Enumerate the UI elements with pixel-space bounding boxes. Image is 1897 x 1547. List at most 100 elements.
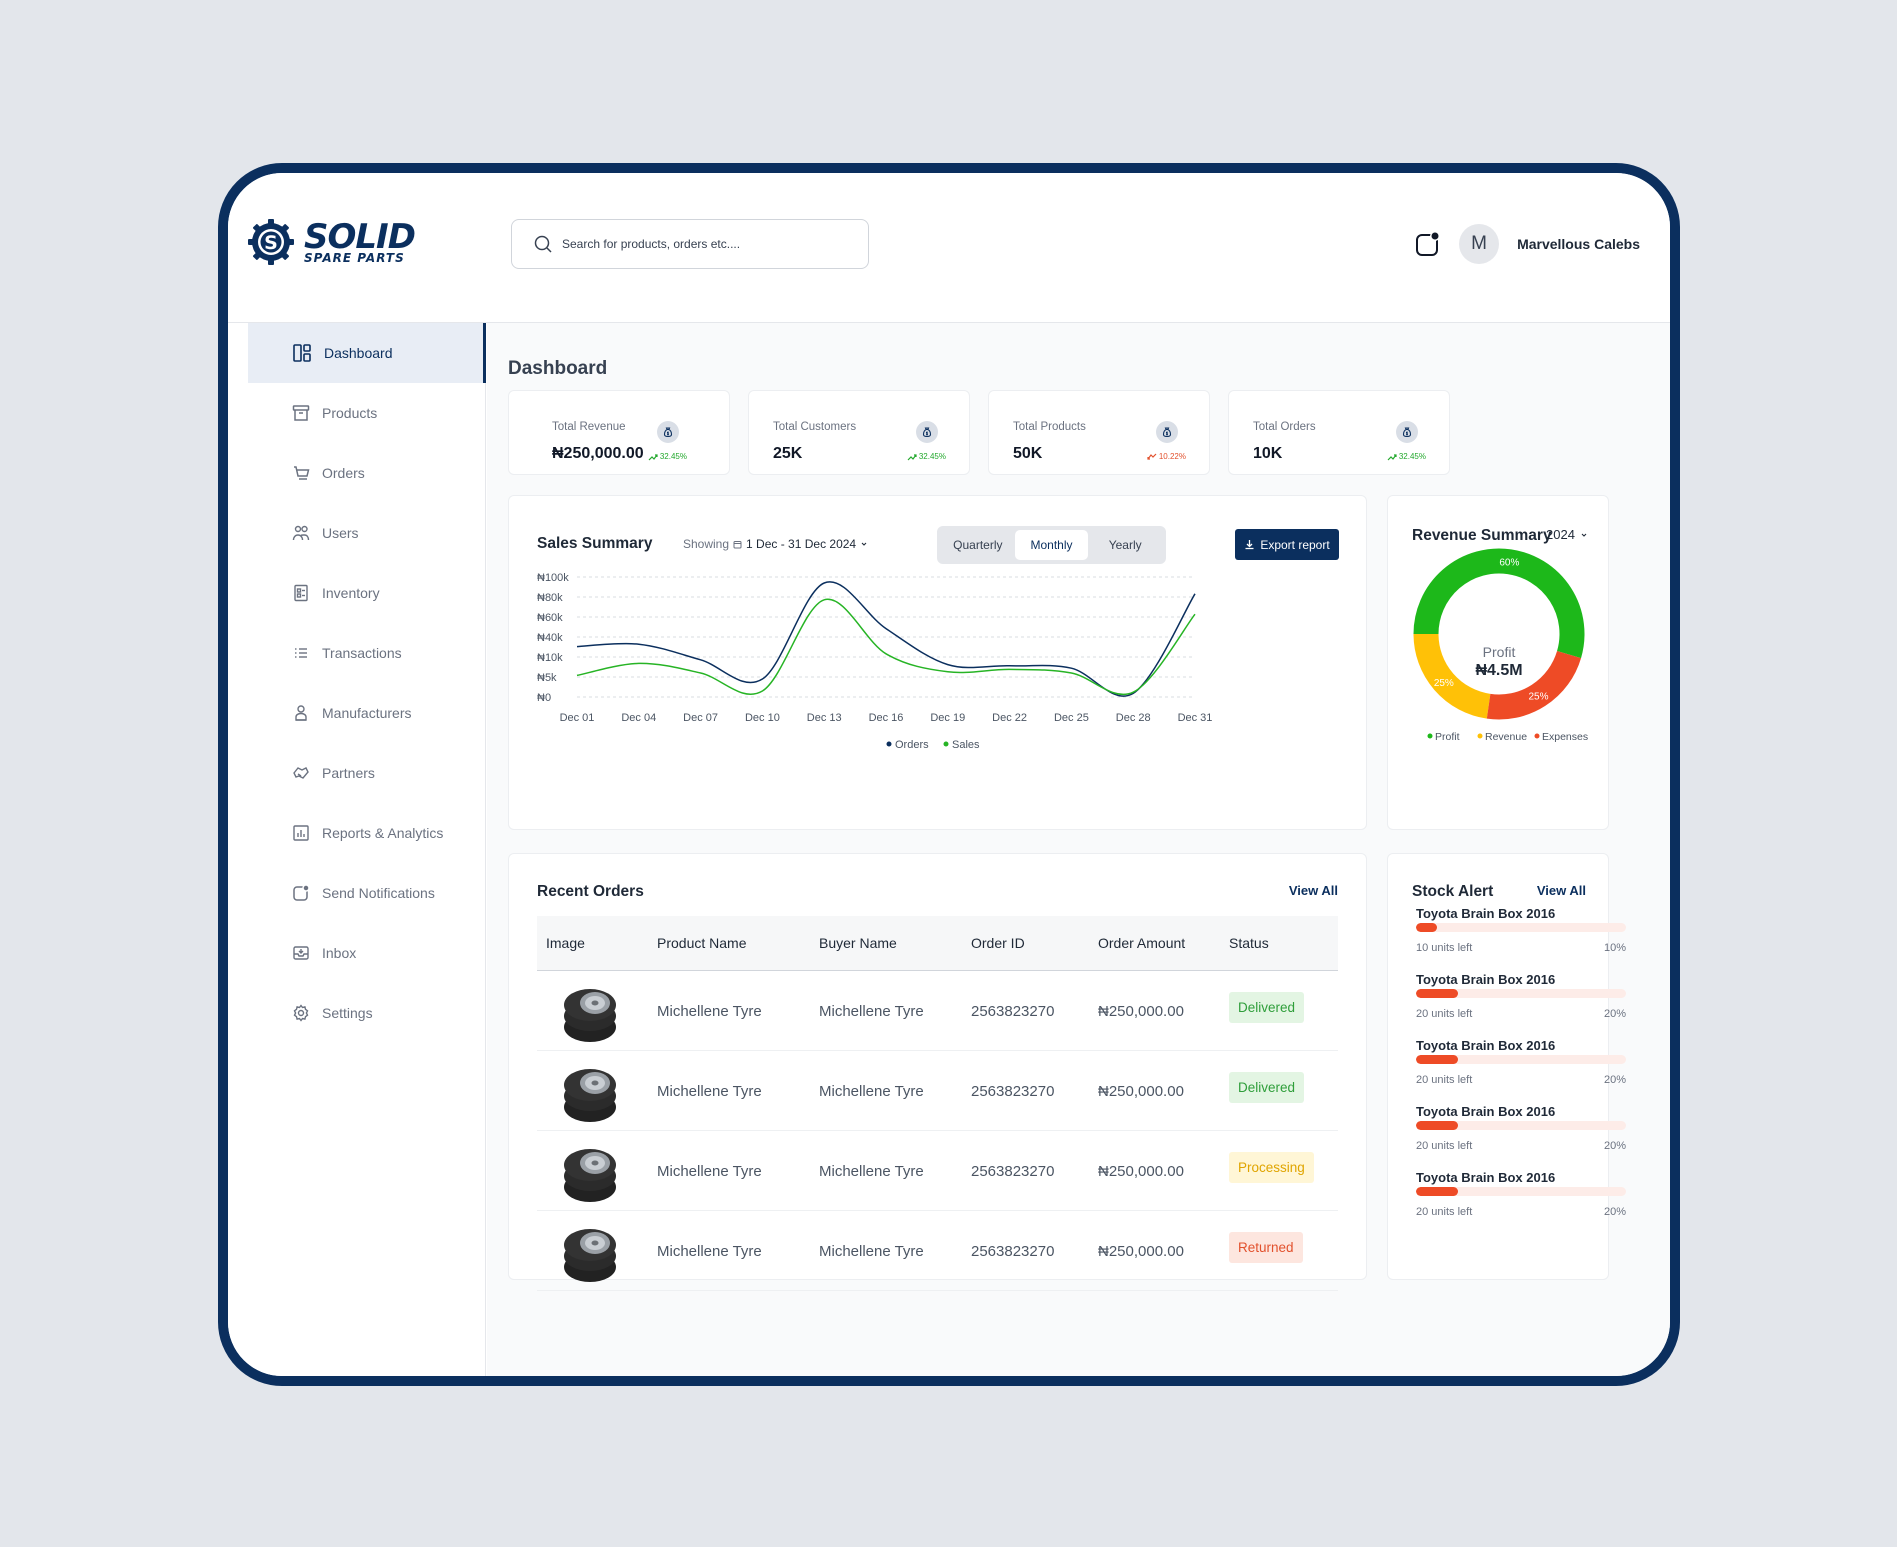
stock-alert-title: Stock Alert	[1412, 883, 1494, 900]
x-tick-label: Dec 19	[930, 712, 965, 724]
order-id-cell: 2563823270	[971, 1083, 1055, 1100]
stock-level-fill	[1416, 1055, 1458, 1064]
sidebar-item-inventory[interactable]: Inventory	[248, 563, 486, 623]
legend-dot	[1477, 733, 1483, 739]
export-report-button[interactable]: Export report	[1235, 529, 1339, 560]
donut-slice-profit	[1413, 548, 1585, 659]
buyer-name-cell: Michellene Tyre	[819, 1243, 924, 1260]
order-amount-cell: ₦250,000.00	[1098, 1243, 1184, 1260]
brand-subtitle: SPARE PARTS	[304, 251, 405, 265]
sidebar-item-label: Partners	[322, 765, 375, 781]
legend-dot	[886, 741, 892, 747]
sidebar-item-label: Settings	[322, 1005, 373, 1021]
sidebar-item-manufacturers[interactable]: Manufacturers	[248, 683, 486, 743]
brand-logo[interactable]: S SOLID SPARE PARTS	[248, 219, 416, 265]
stat-label: Total Orders	[1253, 421, 1316, 433]
user-name[interactable]: Marvellous Calebs	[1517, 236, 1640, 252]
col-image[interactable]: Image	[546, 935, 585, 951]
stock-alert-item[interactable]: Toyota Brain Box 2016 10 units left 10%	[1416, 906, 1626, 976]
search-icon	[534, 235, 552, 253]
date-range-picker[interactable]: Showing 1 Dec - 31 Dec 2024	[683, 537, 868, 551]
stock-percent: 20%	[1603, 1206, 1626, 1218]
x-tick-label: Dec 16	[869, 712, 904, 724]
col-buyer-name[interactable]: Buyer Name	[819, 935, 897, 951]
handshake-icon	[293, 767, 309, 779]
stock-alert-item[interactable]: Toyota Brain Box 2016 20 units left 20%	[1416, 972, 1626, 1042]
year-select[interactable]: 2024	[1546, 527, 1588, 542]
stat-value: 25K	[773, 445, 803, 462]
table-row[interactable]: Michellene Tyre Michellene Tyre 2563823270…	[537, 1211, 1338, 1291]
sidebar-item-settings[interactable]: Settings	[248, 983, 486, 1043]
svg-text:S: S	[264, 232, 278, 254]
stock-alert-item[interactable]: Toyota Brain Box 2016 20 units left 20%	[1416, 1170, 1626, 1240]
sidebar-item-send-notifications[interactable]: Send Notifications	[248, 863, 486, 923]
money-bag-icon	[1396, 421, 1418, 443]
x-tick-label: Dec 28	[1116, 712, 1151, 724]
col-order-id[interactable]: Order ID	[971, 935, 1025, 951]
x-tick-label: Dec 10	[745, 712, 780, 724]
notification-button[interactable]	[1415, 231, 1441, 257]
tab-quarterly[interactable]: Quarterly	[953, 538, 1003, 552]
stock-item-name: Toyota Brain Box 2016	[1416, 972, 1556, 987]
inventory-icon	[294, 584, 308, 602]
sidebar-item-orders[interactable]: Orders	[248, 443, 486, 503]
chevron-down-icon	[1581, 533, 1587, 537]
legend-label: Expenses	[1542, 731, 1588, 743]
money-bag-icon	[657, 421, 679, 443]
stock-alert-item[interactable]: Toyota Brain Box 2016 20 units left 20%	[1416, 1104, 1626, 1174]
stock-level-fill	[1416, 923, 1437, 932]
users-icon	[292, 525, 310, 541]
y-tick-label: ₦60k	[537, 612, 563, 624]
sidebar-item-reports[interactable]: Reports & Analytics	[248, 803, 486, 863]
donut-center-label: Profit	[1482, 644, 1516, 660]
sidebar-item-label: Inbox	[322, 945, 357, 961]
tab-monthly[interactable]: Monthly	[1014, 530, 1089, 560]
sidebar-item-inbox[interactable]: Inbox	[248, 923, 486, 983]
stock-alert-item[interactable]: Toyota Brain Box 2016 20 units left 20%	[1416, 1038, 1626, 1108]
sidebar-item-dashboard[interactable]: Dashboard	[248, 323, 486, 383]
date-range: 1 Dec - 31 Dec 2024	[746, 537, 857, 551]
money-bag-icon	[916, 421, 938, 443]
view-all-orders-link[interactable]: View All	[1288, 883, 1338, 898]
notification-icon	[293, 884, 310, 901]
x-tick-label: Dec 07	[683, 712, 718, 724]
stat-change: 32.45%	[907, 452, 946, 461]
donut-slice-revenue	[1413, 633, 1491, 719]
stock-percent: 10%	[1603, 942, 1626, 954]
avatar[interactable]: M	[1459, 224, 1500, 264]
col-order-amount[interactable]: Order Amount	[1098, 935, 1186, 951]
stock-level-bar	[1416, 1055, 1626, 1064]
notification-icon	[1416, 231, 1441, 256]
view-all-stock-link[interactable]: View All	[1536, 883, 1586, 898]
slice-value-label: 25%	[1434, 678, 1454, 689]
gear-icon	[293, 1004, 309, 1022]
stock-alert-card: Stock Alert View All Toyota Brain Box 20…	[1387, 853, 1626, 1280]
sidebar-item-products[interactable]: Products	[248, 383, 486, 443]
slice-value-label: 60%	[1499, 558, 1519, 569]
sidebar-item-transactions[interactable]: Transactions	[248, 623, 486, 683]
legend-label: Sales	[952, 739, 980, 751]
tab-yearly[interactable]: Yearly	[1108, 538, 1142, 552]
stock-item-name: Toyota Brain Box 2016	[1416, 1104, 1556, 1119]
table-row[interactable]: Michellene Tyre Michellene Tyre 2563823270…	[537, 971, 1338, 1051]
sidebar-item-users[interactable]: Users	[248, 503, 486, 563]
stock-level-fill	[1416, 989, 1458, 998]
buyer-name-cell: Michellene Tyre	[819, 1003, 924, 1020]
order-amount-cell: ₦250,000.00	[1098, 1083, 1184, 1100]
revenue-summary-title: Revenue Summary	[1412, 527, 1552, 544]
table-row[interactable]: Michellene Tyre Michellene Tyre 2563823270…	[537, 1131, 1338, 1211]
chevron-down-icon	[861, 542, 867, 546]
col-status[interactable]: Status	[1229, 935, 1269, 951]
x-tick-label: Dec 25	[1054, 712, 1089, 724]
x-tick-label: Dec 22	[992, 712, 1027, 724]
stat-change: 32.45%	[1387, 452, 1426, 461]
cart-icon	[294, 466, 310, 480]
stat-change: 32.45%	[648, 452, 687, 461]
table-row[interactable]: Michellene Tyre Michellene Tyre 2563823270…	[537, 1051, 1338, 1131]
tyre-image	[564, 1069, 616, 1122]
sidebar-item-partners[interactable]: Partners	[248, 743, 486, 803]
stock-level-bar	[1416, 989, 1626, 998]
y-tick-label: ₦80k	[537, 592, 563, 604]
col-product-name[interactable]: Product Name	[657, 935, 747, 951]
search-input[interactable]: Search for products, orders etc....	[511, 219, 869, 269]
